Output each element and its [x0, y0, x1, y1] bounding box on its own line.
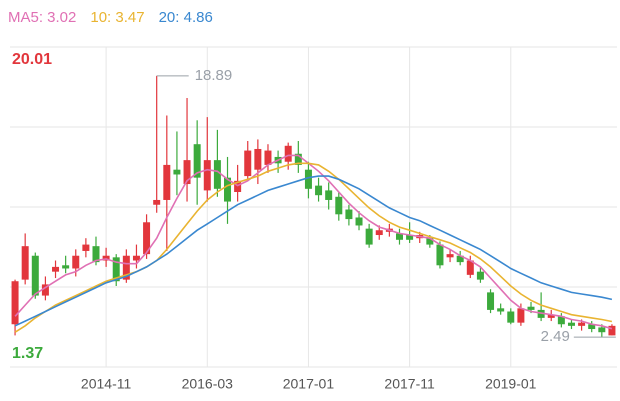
candle-body — [527, 306, 535, 310]
candle-body — [365, 228, 373, 245]
candle-body — [476, 271, 484, 280]
candle-body — [72, 255, 80, 269]
candle-body — [183, 160, 191, 185]
candle-body — [143, 222, 151, 255]
x-tick-label: 2019-01 — [485, 376, 537, 392]
candle-body — [41, 284, 49, 296]
candle-body — [608, 325, 616, 336]
candle-body — [487, 292, 495, 310]
candle-body — [31, 255, 39, 296]
candle-body — [304, 169, 312, 189]
candle-body — [92, 246, 100, 263]
min-label: 2.49 — [541, 328, 570, 345]
candle-body — [598, 327, 606, 333]
candle-body — [507, 311, 515, 323]
candle-body — [335, 196, 343, 215]
candle-body — [264, 150, 272, 165]
candle-body — [345, 209, 353, 220]
candle-body — [375, 230, 383, 236]
candle-body — [557, 316, 565, 325]
ma-line — [14, 162, 613, 333]
candle-body — [224, 177, 232, 202]
x-tick-label: 2017-01 — [283, 376, 335, 392]
ma-line — [14, 175, 613, 327]
candle-body — [112, 257, 120, 282]
candle-body — [244, 150, 252, 177]
candle-body — [132, 255, 140, 261]
candle-body — [456, 255, 464, 263]
candle-body — [497, 308, 505, 312]
candle-body — [203, 160, 211, 191]
legend-entry: MA5: 3.02 — [8, 9, 76, 26]
candle-body — [62, 265, 70, 269]
x-tick-label: 2016-03 — [182, 376, 234, 392]
candle-body — [173, 169, 181, 175]
candle-body — [426, 238, 434, 245]
candle-body — [122, 255, 130, 280]
candle-body — [395, 233, 403, 240]
candle-body — [315, 185, 323, 196]
candle-body — [578, 322, 586, 326]
ma-line — [14, 154, 613, 330]
candle-body — [446, 254, 454, 258]
candle-body — [193, 144, 201, 178]
y-min-label: 1.37 — [12, 345, 43, 362]
candle-body — [466, 260, 474, 275]
candle-body — [21, 246, 29, 280]
candle-body — [588, 324, 596, 330]
candle-body — [163, 164, 171, 200]
candle-body — [11, 281, 19, 325]
candle-body — [406, 235, 414, 240]
candle-body — [213, 160, 221, 189]
x-tick-label: 2014-11 — [81, 376, 132, 392]
candle-body — [254, 148, 262, 170]
candle-body — [82, 244, 90, 251]
candle-body — [153, 199, 161, 205]
legend-entry: 20: 4.86 — [159, 9, 213, 26]
candle-body — [567, 322, 575, 326]
y-max-label: 20.01 — [12, 51, 52, 68]
candle-body — [355, 217, 363, 226]
candle-body — [517, 308, 525, 323]
candle-body — [325, 190, 333, 200]
candle-body — [294, 153, 302, 165]
x-tick-label: 2017-11 — [384, 376, 435, 392]
max-label: 18.89 — [195, 67, 233, 84]
candle-body — [284, 145, 292, 162]
candle-body — [547, 314, 555, 318]
candle-body — [436, 244, 444, 266]
candle-body — [52, 266, 60, 272]
legend-entry: 10: 3.47 — [90, 9, 144, 26]
